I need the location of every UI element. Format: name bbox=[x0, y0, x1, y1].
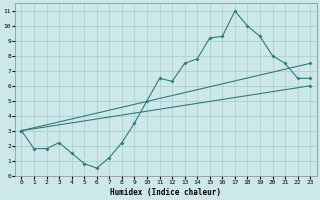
X-axis label: Humidex (Indice chaleur): Humidex (Indice chaleur) bbox=[110, 188, 221, 197]
